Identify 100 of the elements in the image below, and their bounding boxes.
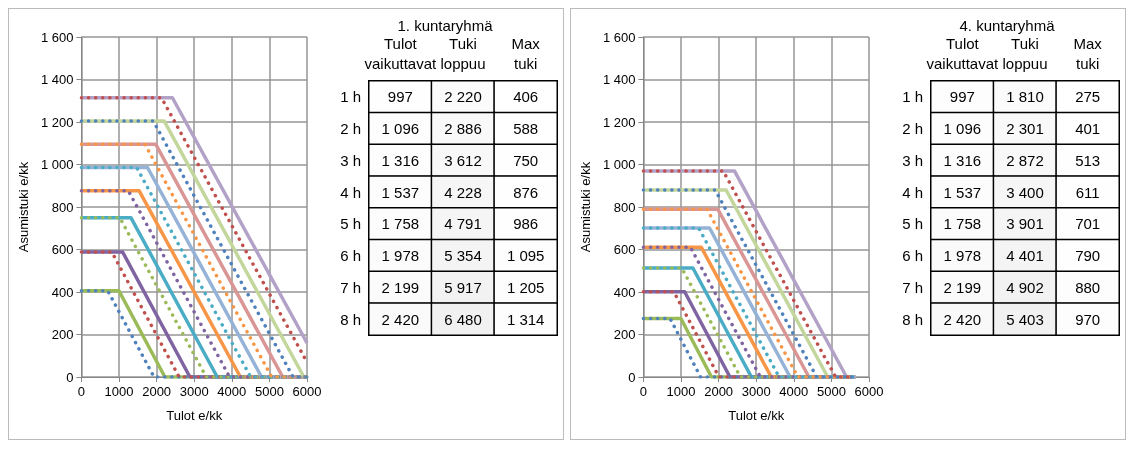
data-label: 2 420 [381, 310, 420, 328]
y-tick-label: 1 600 [602, 29, 636, 45]
data-label: 588 [513, 120, 539, 138]
y-tick-label: 1 200 [40, 114, 74, 130]
y-tick-label: 3 h [902, 151, 923, 169]
x-axis-title: Tulot e/kk [728, 408, 785, 423]
data-label: 876 [513, 183, 539, 201]
y-tick-label: 5 h [340, 215, 361, 233]
data-label: 2 301 [1006, 120, 1044, 138]
y-tick-label: 2 h [340, 120, 361, 138]
data-label: 2 886 [444, 120, 482, 138]
y-tick-label: 800 [613, 199, 636, 215]
data-label: 513 [1075, 151, 1101, 169]
y-tick-label: 200 [613, 327, 636, 342]
data-label: 2 199 [943, 278, 982, 296]
y-tick-label: 3 h [340, 151, 361, 169]
chart-title: 4. kuntaryhmä [959, 17, 1056, 34]
data-label: 3 400 [1006, 183, 1044, 201]
y-tick-label: 1 400 [40, 72, 74, 87]
y-tick-label: 0 [628, 369, 636, 385]
data-label: 275 [1075, 88, 1101, 106]
data-label: 4 228 [444, 183, 482, 201]
data-label: 611 [1075, 183, 1100, 201]
data-label: 3 612 [444, 151, 482, 169]
y-tick-label: 600 [613, 242, 636, 257]
data-label: 1 810 [1006, 88, 1044, 106]
y-tick-label: 2 h [902, 120, 923, 138]
chart-title: 1. kuntaryhmä [397, 17, 494, 34]
data-label: 2 872 [1006, 151, 1044, 169]
y-tick-label: 0 [66, 369, 74, 385]
y-tick-label: 5 h [902, 215, 923, 233]
y-tick-label: 1 h [902, 88, 923, 106]
y-tick-label: 6 h [902, 247, 923, 265]
x-tick-label: 0 [639, 384, 648, 399]
data-label: 2 199 [381, 278, 420, 296]
data-label: 401 [1075, 120, 1101, 138]
data-label: 701 [1075, 215, 1101, 233]
x-tick-label: Tulot vaikuttavat [926, 34, 1000, 72]
data-label: 997 [949, 88, 975, 106]
data-label: 1 758 [381, 215, 420, 233]
data-label: 2 420 [943, 310, 982, 328]
y-tick-label: 4 h [340, 183, 361, 201]
x-tick-label: 6000 [292, 384, 322, 399]
data-label: 1 096 [381, 120, 420, 138]
data-label: 1 095 [506, 247, 545, 265]
data-label: 1 537 [943, 183, 982, 201]
data-label: 880 [1075, 278, 1101, 296]
y-tick-label: 4 h [902, 183, 923, 201]
y-tick-label: 7 h [902, 278, 923, 296]
x-tick-label: Max tuki [511, 34, 541, 72]
data-label: 1 316 [381, 151, 420, 169]
x-tick-label: Tuki loppuu [440, 34, 486, 72]
data-label: 750 [513, 151, 539, 169]
data-label: 6 480 [444, 310, 482, 328]
data-label: 5 403 [1006, 310, 1044, 328]
data-label: 1 978 [381, 247, 420, 265]
y-tick-label: 1 000 [40, 157, 74, 172]
y-tick-label: 800 [51, 199, 74, 215]
x-tick-label: 4000 [217, 384, 247, 399]
y-tick-label: 200 [51, 327, 74, 342]
data-label: 1 537 [381, 183, 420, 201]
x-tick-label: Tulot vaikuttavat [364, 34, 438, 72]
data-label: 1 758 [943, 215, 982, 233]
y-tick-label: 1 600 [40, 29, 74, 45]
x-tick-label: 0 [77, 384, 86, 399]
data-label: 1 205 [506, 278, 545, 296]
x-tick-label: Max tuki [1073, 34, 1103, 72]
data-label: 1 096 [943, 120, 982, 138]
data-label: 1 316 [943, 151, 982, 169]
data-label: 4 401 [1006, 247, 1044, 265]
data-label: 997 [387, 88, 413, 106]
data-label: 2 220 [444, 88, 482, 106]
data-label: 5 917 [444, 278, 482, 296]
y-tick-label: 400 [613, 284, 636, 300]
y-tick-label: 1 h [340, 88, 361, 106]
data-label: 406 [513, 88, 539, 106]
x-tick-label: 2000 [142, 384, 172, 399]
y-tick-label: 7 h [340, 278, 361, 296]
data-label: 1 978 [943, 247, 982, 265]
data-label: 4 902 [1006, 278, 1044, 296]
data-label: 4 791 [444, 215, 482, 233]
data-label: 5 354 [444, 247, 482, 265]
data-label: 790 [1075, 247, 1101, 265]
x-tick-label: 5000 [254, 384, 284, 399]
x-tick-label: 6000 [854, 384, 884, 399]
x-tick-label: 3000 [741, 384, 771, 399]
x-axis-title: Tulot e/kk [166, 408, 223, 423]
data-label: 970 [1075, 310, 1101, 328]
y-axis-title: Asumistuki e/kk [16, 161, 31, 253]
data-label: 986 [513, 215, 539, 233]
y-tick-label: 600 [51, 242, 74, 257]
data-label: 1 314 [506, 310, 545, 328]
y-tick-label: 8 h [340, 310, 361, 328]
x-tick-label: 2000 [704, 384, 734, 399]
x-tick-label: 1000 [104, 384, 134, 399]
x-tick-label: 1000 [666, 384, 696, 399]
x-tick-label: 3000 [179, 384, 209, 399]
y-tick-label: 6 h [340, 247, 361, 265]
y-tick-label: 1 400 [602, 72, 636, 87]
y-tick-label: 8 h [902, 310, 923, 328]
